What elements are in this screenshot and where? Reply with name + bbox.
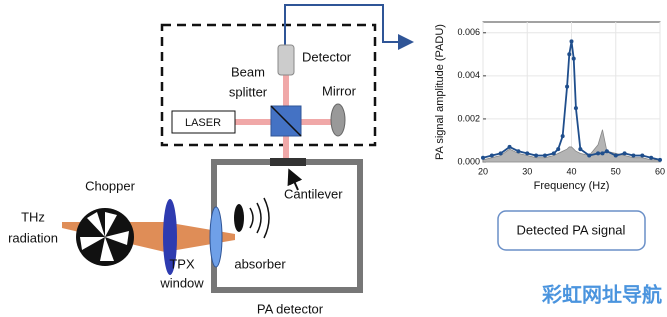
x-axis-label: Frequency (Hz)	[534, 180, 610, 192]
y-tick-label: 0.002	[457, 113, 480, 123]
label: Beam	[231, 64, 265, 79]
sound-waves	[249, 197, 270, 239]
label: Detector	[302, 49, 352, 64]
signal-box	[497, 210, 646, 251]
detector	[277, 44, 295, 76]
y-axis-label: PA signal amplitude (PADU)	[434, 24, 446, 160]
absorber	[234, 204, 244, 232]
tpx-window	[209, 206, 223, 268]
splitter-line	[270, 105, 302, 137]
x-tick-label: 20	[478, 166, 488, 176]
point	[565, 84, 570, 89]
point	[640, 153, 645, 158]
point	[578, 147, 583, 152]
point	[600, 151, 605, 156]
x-tick-label: 30	[522, 166, 532, 176]
point	[542, 153, 547, 158]
chart: 20 30 40 50 60 0.000 0.002 0.004 0.006 Frequency …	[434, 21, 665, 192]
label: PA detector	[257, 301, 324, 316]
point	[569, 39, 574, 44]
signal-line	[284, 4, 414, 50]
label: Detected PA signal	[517, 222, 626, 237]
label: absorber	[234, 256, 286, 271]
cantilever	[270, 158, 306, 166]
label: Cantilever	[284, 186, 343, 201]
point	[556, 147, 561, 152]
point	[516, 149, 521, 154]
point	[604, 149, 609, 154]
point	[551, 151, 556, 156]
y-tick-label: 0.006	[457, 27, 480, 37]
label: radiation	[8, 230, 58, 245]
point	[622, 151, 627, 156]
point	[567, 52, 572, 57]
label: Mirror	[322, 83, 357, 98]
point	[489, 153, 494, 158]
point	[658, 157, 662, 162]
label: Chopper	[85, 178, 136, 193]
point	[507, 144, 512, 149]
y-tick-label: 0.004	[457, 70, 480, 80]
chopper-slots	[80, 212, 129, 261]
watermark: 彩虹网址导航	[541, 282, 662, 306]
x-tick-label: 40	[566, 166, 576, 176]
y-tick-label: 0.000	[457, 156, 480, 166]
label: LASER	[185, 117, 221, 129]
lens	[163, 199, 177, 275]
optics-box	[160, 23, 377, 147]
label: window	[159, 275, 204, 290]
arrow	[287, 168, 303, 191]
point	[596, 151, 601, 156]
point	[649, 155, 654, 160]
x-tick-label: 60	[655, 166, 665, 176]
point	[631, 153, 636, 158]
point	[587, 153, 592, 158]
point	[481, 155, 485, 160]
x-tick-label: 50	[611, 166, 621, 176]
point	[571, 56, 576, 61]
point	[573, 106, 578, 111]
label: TPX	[169, 256, 195, 271]
label: THz	[21, 209, 45, 224]
point	[498, 151, 503, 156]
point	[525, 151, 530, 156]
point	[560, 134, 565, 139]
laser	[171, 110, 236, 134]
point	[534, 153, 539, 158]
mirror	[330, 103, 346, 137]
point	[613, 153, 618, 158]
label: splitter	[229, 84, 268, 99]
